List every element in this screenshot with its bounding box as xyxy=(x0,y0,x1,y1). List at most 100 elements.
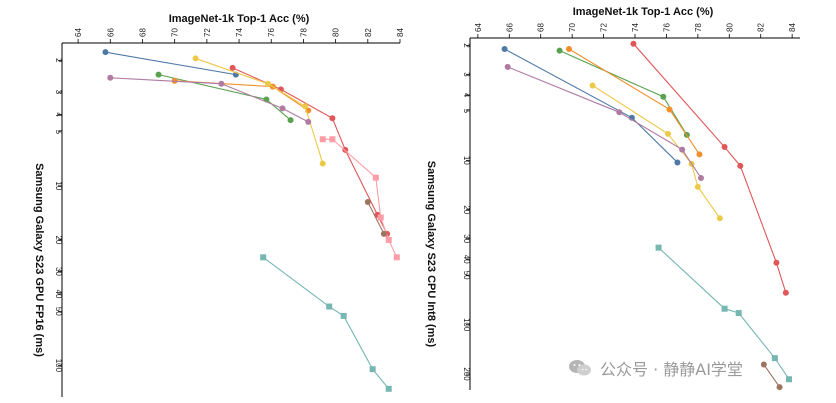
data-point xyxy=(694,183,701,190)
data-point xyxy=(279,105,286,112)
data-point xyxy=(329,136,336,143)
x-tick-label: 74 xyxy=(631,23,640,32)
y-tick-label: 50 xyxy=(462,271,471,280)
series-6 xyxy=(589,82,723,222)
series-4 xyxy=(319,136,400,261)
x-tick-label: 84 xyxy=(788,23,797,32)
data-point xyxy=(372,174,379,181)
y-tick-label: 5 xyxy=(54,130,63,135)
data-point xyxy=(107,74,114,81)
data-point xyxy=(319,160,326,167)
y-axis-title: Samsung Galaxy S23 GPU FP16 (ms) xyxy=(33,163,45,357)
data-point xyxy=(364,199,371,206)
data-point xyxy=(721,305,728,312)
data-point xyxy=(566,45,572,52)
series-8 xyxy=(760,361,783,391)
data-point xyxy=(737,162,744,169)
data-point xyxy=(155,71,162,78)
data-point xyxy=(192,55,199,62)
data-point xyxy=(305,118,312,125)
series-line xyxy=(633,43,787,293)
data-point xyxy=(630,40,637,47)
x-tick-label: 76 xyxy=(662,23,671,32)
data-point xyxy=(556,47,563,54)
data-point xyxy=(218,80,225,87)
y-tick-label: 5 xyxy=(462,109,471,114)
data-point xyxy=(616,109,623,116)
data-point xyxy=(782,289,789,296)
series-3 xyxy=(630,40,789,296)
x-tick-label: 72 xyxy=(203,28,212,37)
series-line xyxy=(763,364,781,388)
series-2 xyxy=(260,254,392,392)
watermark: 公众号 · 静静AI学堂 xyxy=(568,356,743,380)
series-line xyxy=(507,66,702,179)
data-point xyxy=(369,366,376,373)
series-7 xyxy=(504,63,704,181)
data-point xyxy=(385,385,392,392)
data-point xyxy=(319,136,326,143)
y-tick-label: 30 xyxy=(54,267,63,276)
series-7 xyxy=(192,55,326,167)
series-line xyxy=(195,57,324,164)
data-point xyxy=(385,236,392,243)
series-4 xyxy=(556,47,690,138)
data-point xyxy=(589,82,596,89)
y-tick-label: 40 xyxy=(54,289,63,298)
y-axis-title: Samsung Galaxy S23 CPU Int8 (ms) xyxy=(425,161,437,348)
data-point xyxy=(776,384,783,391)
x-tick-label: 68 xyxy=(138,28,147,37)
y-tick-label: 100 xyxy=(54,359,63,373)
data-point xyxy=(340,312,347,319)
data-point xyxy=(504,63,511,70)
x-tick-label: 80 xyxy=(725,23,734,32)
y-tick-label: 100 xyxy=(462,318,471,332)
data-point xyxy=(771,355,778,362)
x-tick-label: 66 xyxy=(106,28,115,37)
series-3 xyxy=(229,64,391,237)
y-tick-label: 2 xyxy=(462,43,471,48)
x-tick-label: 82 xyxy=(757,23,766,32)
x-tick-label: 70 xyxy=(568,23,577,32)
series-8 xyxy=(107,74,312,125)
x-tick-label: 78 xyxy=(694,23,703,32)
x-tick-label: 70 xyxy=(171,28,180,37)
data-point xyxy=(501,45,508,52)
data-point xyxy=(716,215,723,222)
series-line xyxy=(110,77,309,123)
data-point xyxy=(102,49,109,56)
data-point xyxy=(393,254,400,261)
x-tick-label: 74 xyxy=(235,28,244,37)
data-point xyxy=(679,146,686,153)
x-tick-label: 82 xyxy=(364,28,373,37)
series-9 xyxy=(364,199,387,237)
y-tick-label: 3 xyxy=(54,90,63,95)
data-point xyxy=(377,214,384,221)
wechat-icon xyxy=(569,360,591,376)
series-5 xyxy=(566,45,703,158)
watermark-text: 公众号 · 静静AI学堂 xyxy=(600,360,743,379)
y-tick-label: 4 xyxy=(462,93,471,98)
x-tick-label: 80 xyxy=(332,28,341,37)
data-point xyxy=(698,174,704,181)
x-tick-label: 72 xyxy=(600,23,609,32)
x-tick-label: 84 xyxy=(396,28,405,37)
series-2 xyxy=(655,244,792,383)
chart-2: 64 66 68 70 72 74 76 78 80 82 84 2 3 4 5 10 20 30 40 50 100 2… xyxy=(425,6,800,391)
series-1 xyxy=(501,45,681,166)
data-point xyxy=(655,244,662,251)
data-point xyxy=(302,103,309,110)
series-line xyxy=(367,201,385,235)
data-point xyxy=(380,230,387,237)
y-tick-label: 10 xyxy=(462,156,471,165)
x-tick-label: 64 xyxy=(74,28,83,37)
data-point xyxy=(329,115,336,122)
x-tick-label: 66 xyxy=(505,23,514,32)
data-point xyxy=(696,151,703,158)
x-tick-label: 68 xyxy=(537,23,546,32)
data-point xyxy=(773,259,780,266)
y-tick-label: 200 xyxy=(462,367,471,381)
x-tick-label: 64 xyxy=(474,23,483,32)
data-point xyxy=(660,93,667,100)
